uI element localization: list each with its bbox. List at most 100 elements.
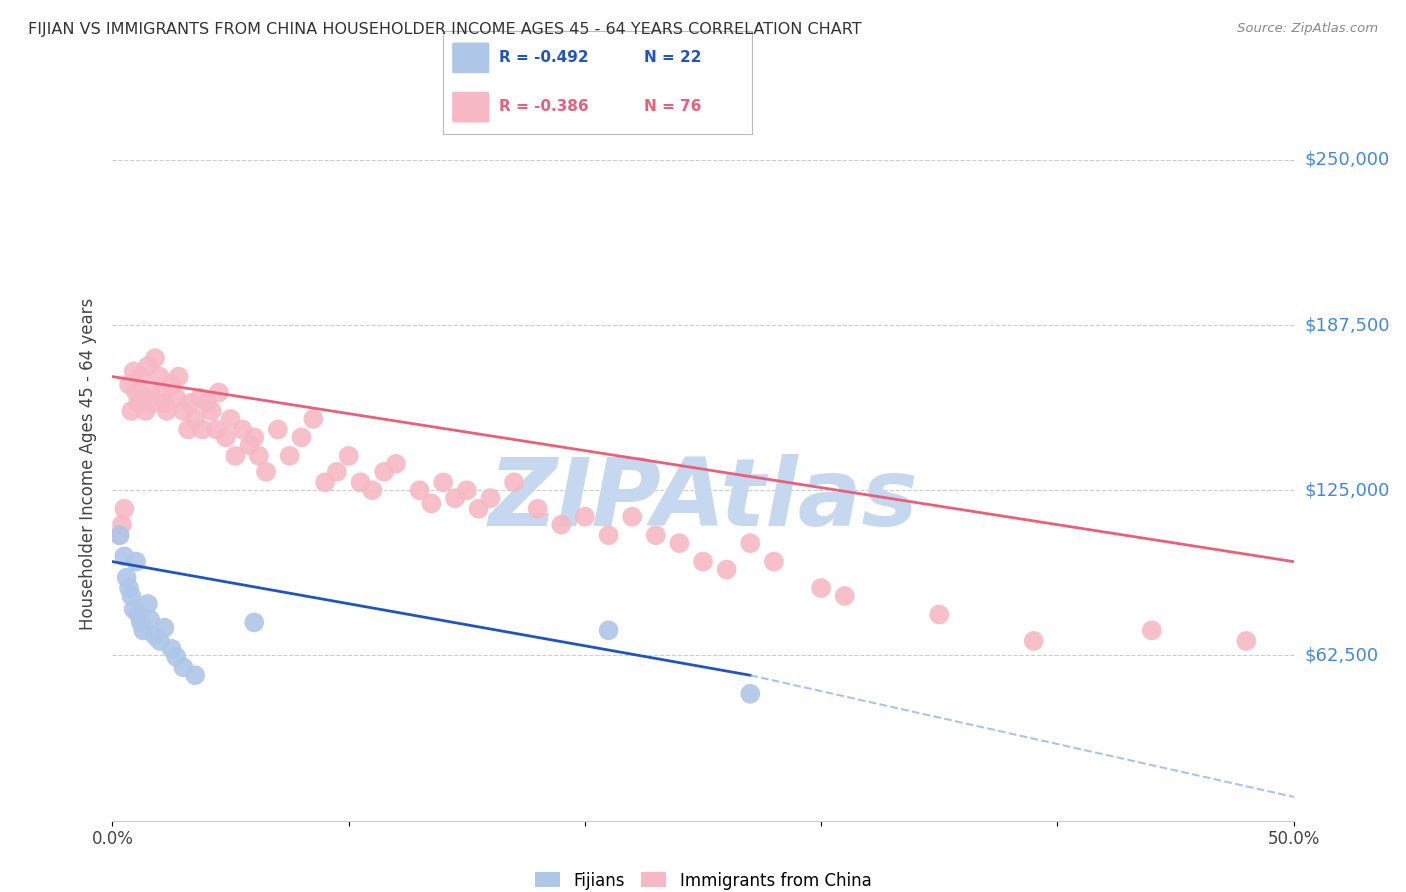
Point <box>201 404 224 418</box>
Point <box>598 528 620 542</box>
Point <box>188 391 211 405</box>
Point <box>247 449 270 463</box>
Point <box>467 501 489 516</box>
Point <box>740 687 762 701</box>
Point <box>349 475 371 490</box>
Point <box>526 501 548 516</box>
Point <box>108 528 131 542</box>
Point <box>136 359 159 373</box>
Point <box>191 422 214 436</box>
Point <box>205 422 228 436</box>
Point <box>127 396 149 410</box>
Point <box>621 509 644 524</box>
Point <box>716 563 738 577</box>
Point <box>598 624 620 638</box>
Point <box>574 509 596 524</box>
Point <box>326 465 349 479</box>
Point <box>361 483 384 498</box>
FancyBboxPatch shape <box>453 43 489 73</box>
Point <box>928 607 950 622</box>
Text: FIJIAN VS IMMIGRANTS FROM CHINA HOUSEHOLDER INCOME AGES 45 - 64 YEARS CORRELATIO: FIJIAN VS IMMIGRANTS FROM CHINA HOUSEHOL… <box>28 22 862 37</box>
Point <box>644 528 666 542</box>
Point <box>290 430 312 444</box>
Text: $125,000: $125,000 <box>1305 482 1391 500</box>
Point <box>153 396 176 410</box>
Point <box>834 589 856 603</box>
Point <box>142 396 165 410</box>
Point <box>1234 634 1257 648</box>
Point <box>456 483 478 498</box>
Point <box>127 607 149 622</box>
Point <box>254 465 277 479</box>
Point <box>118 581 141 595</box>
Point <box>810 581 832 595</box>
Y-axis label: Householder Income Ages 45 - 64 years: Householder Income Ages 45 - 64 years <box>79 298 97 630</box>
Point <box>108 528 131 542</box>
Point <box>167 369 190 384</box>
Point <box>115 570 138 584</box>
Point <box>112 501 135 516</box>
Text: N = 76: N = 76 <box>644 99 702 114</box>
Text: R = -0.492: R = -0.492 <box>499 50 588 65</box>
Point <box>153 621 176 635</box>
Point <box>420 496 443 510</box>
Point <box>267 422 290 436</box>
Point <box>136 597 159 611</box>
Point <box>1140 624 1163 638</box>
Point <box>120 589 142 603</box>
Point <box>165 391 187 405</box>
Point <box>762 555 785 569</box>
Legend: Fijians, Immigrants from China: Fijians, Immigrants from China <box>526 863 880 892</box>
Point <box>668 536 690 550</box>
Text: Source: ZipAtlas.com: Source: ZipAtlas.com <box>1237 22 1378 36</box>
Point <box>160 641 183 656</box>
Text: $250,000: $250,000 <box>1305 151 1391 169</box>
Text: R = -0.386: R = -0.386 <box>499 99 588 114</box>
Point <box>132 624 155 638</box>
Point <box>215 430 238 444</box>
Point <box>224 449 246 463</box>
Point <box>238 438 260 452</box>
Point <box>135 404 157 418</box>
Point <box>172 404 194 418</box>
Point <box>692 555 714 569</box>
Point <box>112 549 135 564</box>
Point <box>165 649 187 664</box>
Point <box>125 555 148 569</box>
Point <box>385 457 408 471</box>
Text: N = 22: N = 22 <box>644 50 702 65</box>
Point <box>740 536 762 550</box>
Point <box>132 391 155 405</box>
Point <box>278 449 301 463</box>
Point <box>129 369 152 384</box>
Point <box>195 396 218 410</box>
Point <box>122 602 145 616</box>
Point <box>373 465 395 479</box>
Point <box>172 660 194 674</box>
Text: $187,500: $187,500 <box>1305 316 1391 334</box>
Point <box>149 369 172 384</box>
Point <box>139 385 162 400</box>
Point <box>184 668 207 682</box>
Point <box>337 449 360 463</box>
Point <box>120 404 142 418</box>
FancyBboxPatch shape <box>453 92 489 122</box>
Point <box>503 475 526 490</box>
Text: ZIPAtlas: ZIPAtlas <box>488 453 918 546</box>
Point <box>208 385 231 400</box>
Text: $62,500: $62,500 <box>1305 647 1379 665</box>
Point <box>122 364 145 378</box>
Point <box>179 396 201 410</box>
Point <box>314 475 336 490</box>
Point <box>160 377 183 392</box>
Point <box>184 412 207 426</box>
Point <box>143 351 166 365</box>
Point <box>1022 634 1045 648</box>
Point <box>302 412 325 426</box>
Point <box>143 629 166 643</box>
Point <box>125 385 148 400</box>
Point <box>156 404 179 418</box>
Point <box>432 475 454 490</box>
Point <box>139 613 162 627</box>
Point <box>444 491 467 506</box>
